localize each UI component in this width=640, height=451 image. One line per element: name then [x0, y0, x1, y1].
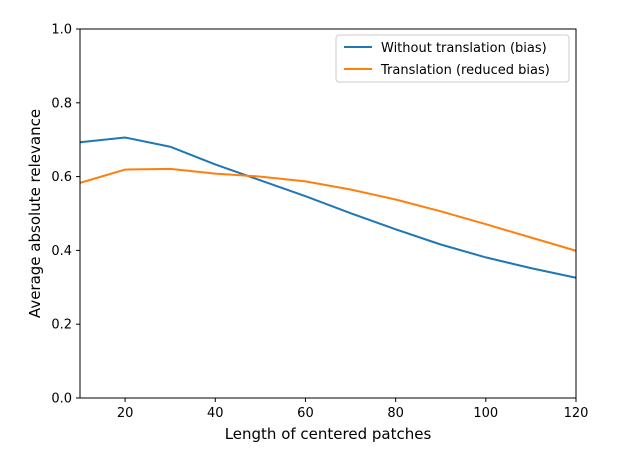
x-tick-label: 60	[297, 406, 314, 421]
legend-label-translation: Translation (reduced bias)	[380, 63, 550, 78]
plot-background	[80, 29, 576, 398]
x-tick-label: 120	[564, 406, 589, 421]
series-layer	[79, 136, 577, 279]
series-line-1	[79, 136, 577, 279]
x-axis-ticks: 20 40 60 80 100 120	[117, 398, 589, 421]
plot-frame	[79, 28, 577, 399]
y-axis-ticks: 0.0 0.2 0.4 0.6 0.8 1.0	[51, 23, 80, 407]
x-tick-label: 20	[117, 406, 134, 421]
y-tick-label: 0.6	[51, 170, 72, 185]
y-tick-label: 0.8	[51, 96, 72, 111]
legend-label-without-translation: Without translation (bias)	[381, 41, 547, 56]
y-axis-title: Average absolute relevance	[26, 109, 44, 318]
y-tick-label: 0.4	[51, 244, 72, 259]
y-tick-label: 0.2	[51, 318, 72, 333]
legend-frame	[335, 34, 570, 83]
y-tick-label: 1.0	[51, 23, 72, 38]
legend: Without translation (bias) Translation (…	[335, 34, 570, 83]
y-tick-label: 0.0	[51, 392, 72, 407]
series-line-2	[79, 167, 577, 252]
x-tick-label: 80	[387, 406, 404, 421]
x-tick-label: 100	[473, 406, 498, 421]
x-tick-label: 40	[207, 406, 224, 421]
x-axis-title: Length of centered patches	[225, 425, 432, 443]
